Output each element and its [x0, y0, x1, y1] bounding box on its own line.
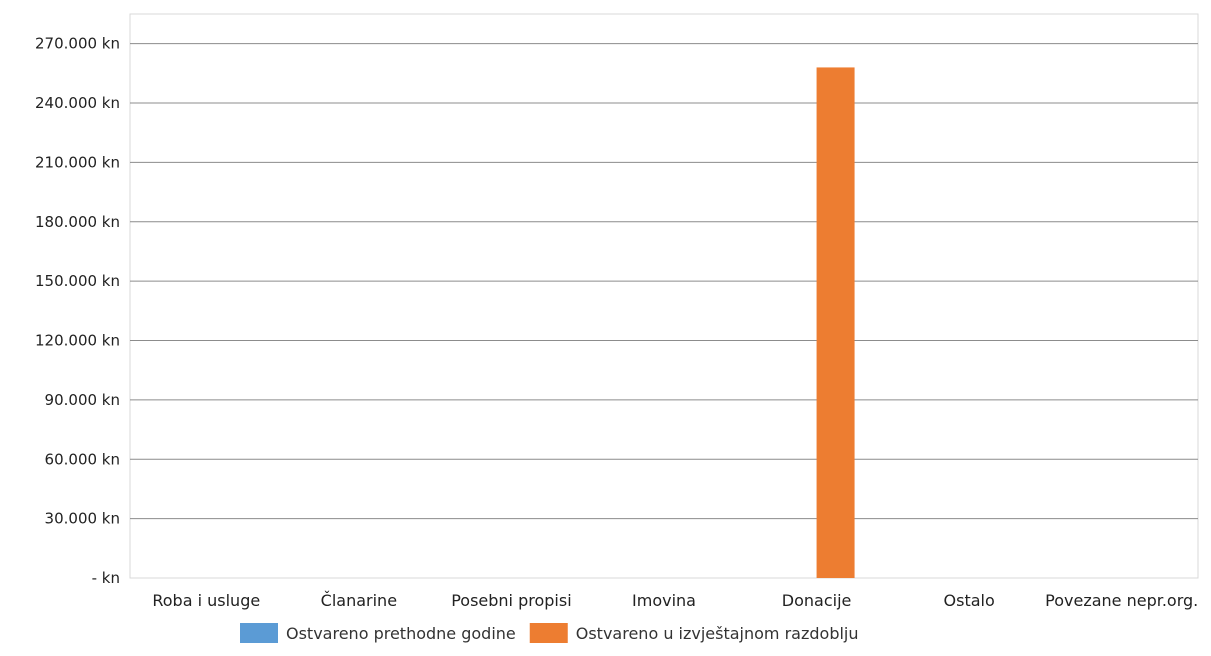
- plot-area: [129, 13, 1199, 579]
- legend-label: Ostvareno u izvještajnom razdoblju: [576, 624, 859, 643]
- y-tick-label: 240.000 kn: [35, 94, 120, 112]
- y-tick-label: - kn: [92, 569, 120, 587]
- legend-label: Ostvareno prethodne godine: [286, 624, 516, 643]
- bars: [816, 67, 855, 578]
- y-tick-label: 180.000 kn: [35, 213, 120, 231]
- y-tick-label: 210.000 kn: [35, 153, 120, 171]
- y-axis-tick-labels: - kn 30.000 kn 60.000 kn 90.000 kn 120.000 k…: [35, 35, 120, 587]
- y-tick-label: 270.000 kn: [35, 35, 120, 53]
- legend-swatch: [529, 623, 568, 643]
- x-category-label: Povezane nepr.org.: [1045, 591, 1198, 610]
- x-category-label: Donacije: [782, 591, 852, 610]
- x-category-label: Članarine: [321, 591, 397, 610]
- bar-reporting-period: [816, 67, 855, 578]
- y-tick-label: 150.000 kn: [35, 272, 120, 290]
- y-tick-label: 120.000 kn: [35, 332, 120, 350]
- x-axis-category-labels: Roba i usluge Članarine Posebni propisi Imo…: [152, 591, 1198, 610]
- x-category-label: Posebni propisi: [451, 591, 571, 610]
- x-category-label: Ostalo: [944, 591, 995, 610]
- y-tick-label: 30.000 kn: [45, 510, 120, 528]
- y-tick-label: 60.000 kn: [45, 450, 120, 468]
- x-category-label: Roba i usluge: [152, 591, 260, 610]
- legend: Ostvareno prethodne godine Ostvareno u iz…: [240, 623, 859, 643]
- gridlines: [130, 43, 1198, 520]
- legend-swatch: [240, 623, 278, 643]
- y-tick-label: 90.000 kn: [45, 391, 120, 409]
- x-category-label: Imovina: [632, 591, 696, 610]
